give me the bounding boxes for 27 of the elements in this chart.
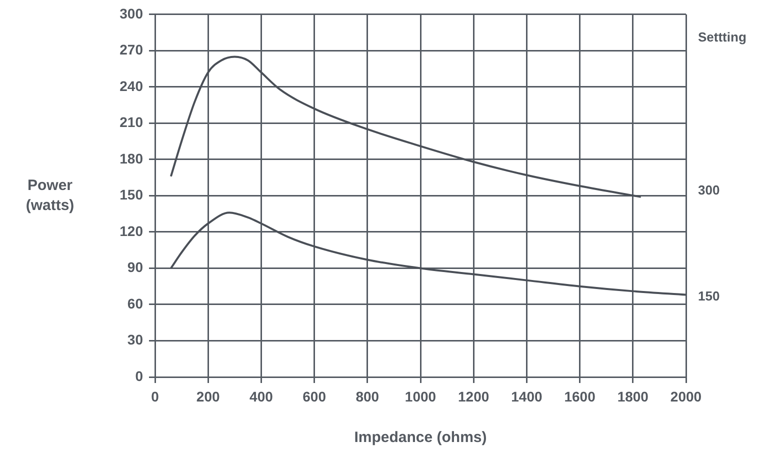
x-axis-title: Impedance (ohms) — [354, 429, 487, 446]
x-tick-label: 1200 — [458, 388, 490, 404]
x-tick-label: 2000 — [670, 388, 702, 404]
x-tick-label: 400 — [250, 388, 274, 404]
x-tick-label: 1600 — [564, 388, 596, 404]
y-tick-label: 210 — [120, 114, 144, 130]
x-tick-label: 0 — [151, 388, 160, 404]
y-tick-label: 60 — [127, 295, 144, 312]
x-tick-label: 1000 — [404, 388, 436, 404]
x-tick-label: 1400 — [511, 388, 542, 404]
x-tick-label: 200 — [196, 388, 220, 404]
y-tick-label: 270 — [120, 42, 144, 58]
y-tick-label: 240 — [120, 78, 144, 94]
y-tick-label: 150 — [120, 186, 144, 203]
x-tick-label: 600 — [302, 388, 326, 404]
x-tick-label: 800 — [356, 388, 380, 404]
y-tick-label: 180 — [120, 150, 144, 166]
y-axis-title: Power (watts) — [26, 176, 74, 214]
y-tick-label: 300 — [120, 5, 144, 22]
legend-title: Settting — [698, 30, 746, 45]
x-tick-label: 1800 — [617, 388, 649, 404]
y-tick-label: 30 — [127, 332, 144, 348]
y-tick-label: 90 — [127, 259, 144, 276]
y-tick-label: 120 — [120, 222, 144, 239]
y-tick-label: 0 — [135, 368, 144, 384]
text: 300 — [698, 182, 720, 198]
series-label: 150 — [698, 288, 720, 304]
